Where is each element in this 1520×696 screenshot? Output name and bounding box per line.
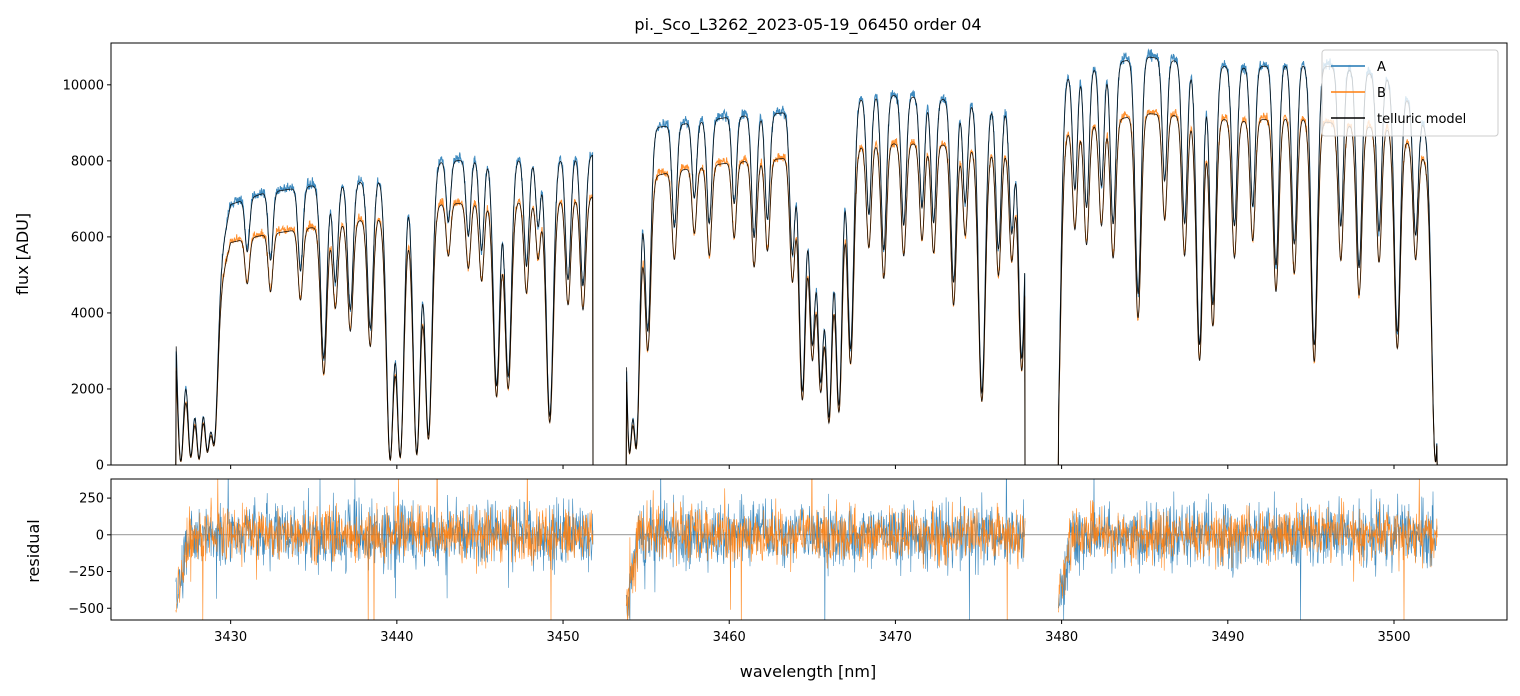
x-tick-label: 3450 — [546, 630, 579, 645]
flux-x-ticks — [230, 465, 1395, 469]
residual-panel: −500 −250 0 250 3430 3440 3450 3460 3470 3480 349… — [24, 478, 1508, 681]
residual-series-b-segment-2 — [625, 479, 1026, 620]
residual-series-b-segment-3 — [1058, 479, 1438, 620]
x-tick-label: 3500 — [1377, 630, 1410, 645]
legend-box — [1321, 49, 1499, 137]
residual-y-tick-label: −500 — [68, 602, 104, 617]
x-tick-label: 3480 — [1045, 630, 1078, 645]
x-tick-label: 3440 — [380, 630, 413, 645]
flux-panel: 0 2000 4000 6000 8000 10000 flux [ADU] A B te… — [13, 42, 1508, 474]
legend: A B telluric model — [1321, 49, 1499, 137]
flux-y-tick-label: 0 — [96, 459, 104, 474]
telluric-model-a-segment-2 — [625, 95, 1026, 465]
flux-y-ticks: 0 2000 4000 6000 8000 10000 — [63, 78, 111, 474]
residual-y-tick-label: −250 — [68, 565, 104, 580]
flux-series-group — [175, 48, 1438, 465]
flux-series-b-segment-3 — [1057, 108, 1438, 465]
legend-label-b: B — [1377, 86, 1386, 101]
residual-y-tick-label: 0 — [96, 528, 104, 543]
flux-axes-frame — [110, 42, 1508, 466]
residual-y-label: residual — [24, 519, 43, 582]
telluric-model-b-segment-2 — [625, 143, 1026, 465]
flux-y-tick-label: 4000 — [71, 306, 104, 321]
flux-y-tick-label: 10000 — [63, 78, 104, 93]
chart-title: pi._Sco_L3262_2023-05-19_06450 order 04 — [634, 15, 981, 35]
x-tick-label: 3460 — [713, 630, 746, 645]
residual-y-tick-label: 250 — [79, 492, 104, 507]
flux-y-tick-label: 2000 — [71, 382, 104, 397]
x-tick-label: 3470 — [879, 630, 912, 645]
telluric-model-a-segment-1 — [175, 154, 594, 465]
legend-label-a: A — [1377, 60, 1386, 75]
flux-series-b-segment-2 — [625, 138, 1026, 465]
residual-y-ticks: −500 −250 0 250 — [68, 492, 111, 617]
x-axis-label: wavelength [nm] — [740, 662, 877, 681]
x-tick-label: 3490 — [1211, 630, 1244, 645]
flux-y-label: flux [ADU] — [13, 213, 32, 295]
x-tick-label: 3430 — [214, 630, 247, 645]
flux-y-tick-label: 8000 — [71, 154, 104, 169]
residual-series-group — [175, 479, 1438, 620]
flux-y-tick-label: 6000 — [71, 230, 104, 245]
residual-axes-frame — [110, 478, 1508, 621]
telluric-model-b-segment-3 — [1057, 113, 1438, 465]
telluric-model-b-segment-1 — [175, 196, 594, 465]
residual-x-ticks: 3430 3440 3450 3460 3470 3480 3490 3500 — [214, 620, 1411, 645]
legend-label-model: telluric model — [1377, 112, 1466, 127]
residual-series-b-segment-1 — [175, 479, 594, 620]
flux-series-a-segment-2 — [625, 89, 1026, 465]
